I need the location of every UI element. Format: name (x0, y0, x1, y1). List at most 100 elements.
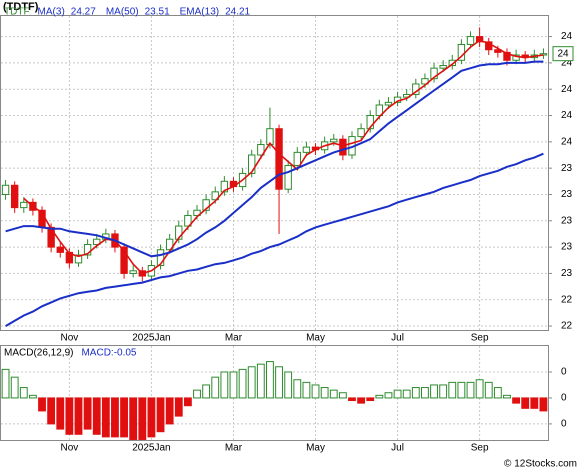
candle-body (539, 53, 548, 56)
macd-bar (439, 384, 448, 399)
candle-body (220, 180, 229, 193)
macd-bar (101, 397, 110, 438)
candle-body (93, 238, 101, 245)
macd-bar (229, 371, 238, 399)
y-tick-label: 23 (561, 215, 573, 226)
macd-bar (311, 384, 320, 399)
candle-body (20, 201, 28, 209)
macd-bar (38, 397, 46, 412)
macd-bar (539, 397, 548, 412)
candle-body (357, 128, 365, 138)
ma-line (5, 60, 544, 258)
candle-body (83, 243, 92, 256)
x-tick-label: Mar (225, 443, 243, 454)
macd-bar (302, 381, 311, 399)
candle-body (430, 67, 438, 80)
legend-symbol: TDTF (4, 7, 30, 18)
macd-bar (421, 387, 429, 399)
y-tick-label: 24 (561, 84, 573, 95)
macd-bar (147, 397, 156, 438)
x-tick-label: May (306, 443, 325, 454)
x-tick-label: Jul (391, 333, 404, 344)
x-tick-label: Jul (391, 443, 404, 454)
candle-body (475, 36, 484, 43)
candle-body (129, 270, 137, 274)
y-tick-label: 24 (561, 110, 573, 121)
macd-bar (183, 397, 192, 407)
watermark: © 12Stocks.com (504, 459, 577, 470)
y-tick-label: 23 (561, 268, 573, 279)
legend-name: MA(50) (106, 7, 139, 18)
macd-bar (1, 368, 10, 399)
macd-bar (375, 394, 384, 399)
candle-body (248, 154, 256, 174)
macd-title: MACD(26,12,9) (4, 348, 73, 359)
macd-subtitle: MACD:-0.05 (81, 348, 136, 359)
x-tick-label: Sep (471, 443, 489, 454)
candle-body (156, 249, 165, 267)
macd-bar (275, 366, 283, 399)
macd-bar (448, 381, 457, 399)
price-frame (0, 15, 549, 331)
macd-bar (521, 397, 530, 409)
y-tick-label: 0 (561, 393, 567, 404)
y-tick-label: 0 (561, 419, 567, 430)
macd-bar (338, 392, 347, 399)
candle-body (275, 128, 283, 190)
x-tick-label: 2025Jan (132, 333, 170, 344)
macd-bar (165, 397, 174, 425)
candle-body (47, 226, 55, 248)
macd-bar (475, 379, 484, 399)
last-price-label: 24 (557, 48, 569, 59)
x-tick-label: Nov (60, 333, 78, 344)
macd-bar (266, 361, 274, 399)
macd-bar (92, 397, 101, 435)
candle-body (56, 246, 64, 253)
candle-body (284, 165, 292, 190)
x-tick-label: Nov (60, 443, 78, 454)
chart-title: (TDTF) (3, 1, 39, 13)
candle-body (120, 246, 128, 274)
macd-bar (174, 397, 183, 417)
macd-bar (65, 397, 74, 435)
macd-frame (0, 345, 549, 441)
candle-body (375, 104, 384, 117)
macd-bar (211, 376, 220, 399)
macd-bar (238, 368, 247, 399)
legend-value: 24.27 (71, 7, 96, 18)
candle-body (448, 59, 456, 67)
macd-bar (284, 371, 293, 399)
candle-body (384, 101, 393, 106)
candle-body (421, 78, 429, 85)
macd-bar (47, 397, 56, 425)
candle-body (330, 138, 338, 143)
ma-line (5, 152, 544, 327)
candle-body (466, 36, 475, 45)
candle-body (257, 143, 265, 156)
macd-bar (411, 387, 420, 399)
macd-bar (320, 387, 329, 399)
macd-bar (466, 381, 475, 399)
macd-bar (293, 379, 302, 399)
macd-bar (138, 397, 147, 440)
candle-body (165, 238, 174, 251)
macd-bar (129, 397, 138, 440)
legend-value: 24.21 (225, 7, 250, 18)
macd-bar (19, 387, 28, 399)
macd-bar (393, 389, 402, 399)
macd-bar (457, 381, 466, 399)
macd-bar (484, 381, 493, 399)
y-tick-label: 22 (561, 321, 573, 332)
macd-bar (503, 394, 511, 399)
y-tick-label: 0 (561, 367, 567, 378)
macd-bar (384, 392, 393, 399)
macd-bar (357, 397, 366, 404)
macd-bar (111, 397, 119, 438)
y-tick-label: 23 (561, 189, 573, 200)
macd-bar (493, 387, 502, 399)
legend-value: 23.51 (145, 7, 170, 18)
macd-bar (366, 397, 375, 402)
macd-bar (220, 371, 229, 399)
macd-bar (156, 397, 165, 433)
x-tick-label: May (306, 333, 325, 344)
